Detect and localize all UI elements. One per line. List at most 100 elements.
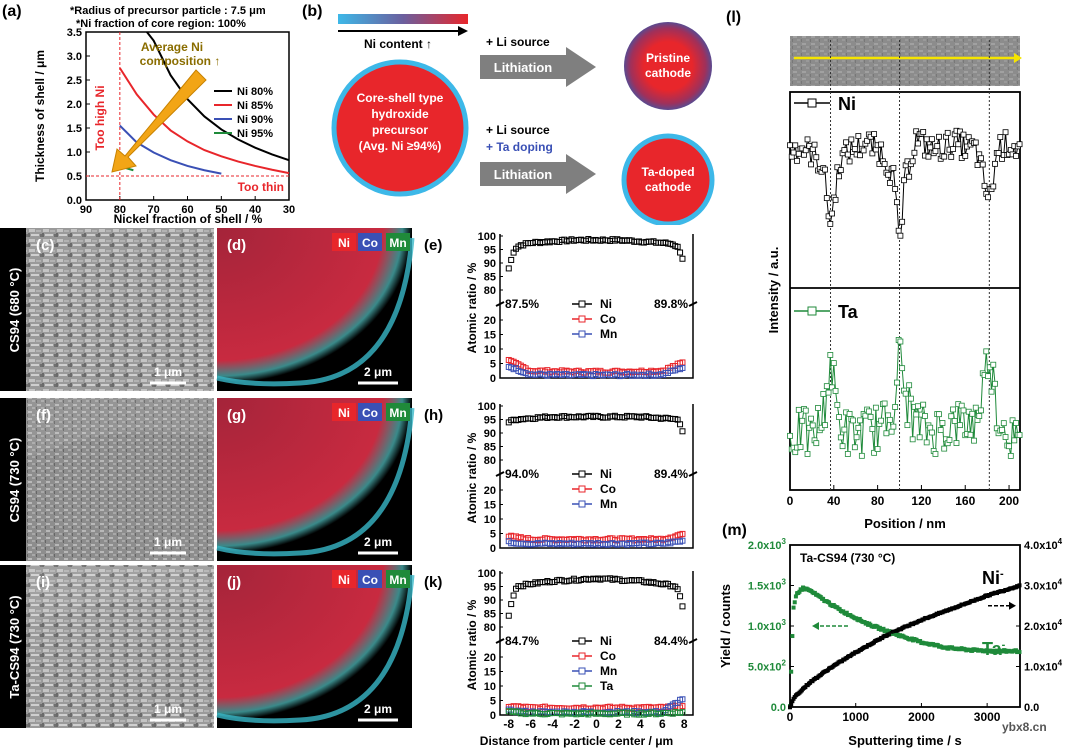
too-high-ni-label: Too high Ni — [93, 85, 107, 150]
y-tick-label: 100 — [478, 568, 496, 580]
axis-break — [688, 301, 698, 307]
right-tick-label: 2.0x104 — [1024, 618, 1063, 633]
ta-marker — [922, 413, 928, 419]
ta-marker — [822, 422, 828, 429]
ta-marker — [802, 407, 809, 414]
ni-marker — [920, 129, 927, 135]
ni-marker — [804, 136, 811, 143]
precursor-particle — [331, 59, 469, 197]
axis-break — [495, 638, 505, 644]
eds-legend-ni — [332, 570, 356, 588]
marker-mn — [679, 696, 686, 703]
axis-break — [495, 471, 505, 477]
note-core: *Ni fraction of core region: 100% — [76, 18, 246, 30]
sem-image — [26, 228, 214, 391]
eds-legend-co — [358, 233, 382, 251]
ta-marker — [897, 338, 904, 345]
average-ni-arrow-icon — [111, 69, 207, 173]
y-tick-label: 90 — [484, 258, 496, 270]
ta-legend-marker — [807, 306, 817, 316]
ta-marker — [960, 407, 967, 414]
eds-scale-label: 2 μm — [364, 535, 392, 549]
panel-label-c: (c) — [36, 237, 54, 254]
ta-marker — [1013, 420, 1019, 426]
y-tick-label: 80 — [484, 455, 496, 467]
eds-legend-label-mn: Mn — [389, 406, 406, 420]
ta-marker — [881, 626, 886, 631]
left-tick-label: 5.0x102 — [748, 659, 787, 674]
legend-label: Ni — [600, 297, 612, 311]
scan-arrow-icon — [1014, 53, 1022, 63]
ta-marker — [976, 413, 983, 419]
ta-marker — [830, 360, 837, 367]
ta-marker — [869, 426, 876, 432]
eds-map-particle — [217, 565, 412, 721]
y-axis-title: Thickness of shell / μm — [33, 50, 47, 182]
marker-ni — [505, 265, 512, 272]
line-scan-data: Ni Ta 0 40 80 120 160 200 — [787, 40, 1023, 508]
ta-marker — [853, 434, 860, 441]
panel-a-chart: (a) *Radius of precursor particle : 7.5 … — [2, 3, 295, 225]
ni-marker — [936, 133, 942, 140]
ta-marker — [983, 348, 990, 355]
axis-break — [688, 471, 698, 477]
series-ni — [505, 236, 686, 272]
ta-marker — [871, 449, 878, 456]
x-tick-label: 0 — [593, 717, 600, 731]
y-tick-label: 1.5 — [67, 123, 82, 135]
depth-profile-data: 0.0 5.0x102 1.0x103 1.5x103 2.0x103 0.0 1.0x10… — [748, 537, 1063, 724]
ta-marker — [1006, 443, 1012, 450]
panel-l-line-scan: (l) Ni Ta 0 40 80 120 160 200 Position / nm Int… — [726, 9, 1023, 531]
legend-label: Co — [600, 312, 616, 326]
ta-legend-label: Ta — [838, 302, 859, 322]
y-tick-label: 20 — [484, 315, 496, 327]
panel-label-e: (e) — [424, 237, 442, 254]
y-tick-label: 85 — [484, 442, 496, 454]
ta-marker — [902, 390, 909, 397]
eds-legend-label-ni: Ni — [338, 406, 350, 420]
ta-marker — [972, 404, 979, 411]
precursor-line-2: hydroxide — [371, 107, 429, 121]
ta-doped-cathode-particle — [621, 133, 715, 225]
ta-marker — [932, 451, 939, 457]
left-edge-value: 84.7% — [505, 634, 539, 648]
ta-marker — [927, 424, 934, 431]
ta-marker — [799, 417, 806, 424]
ta-marker — [851, 444, 858, 451]
ta-marker — [844, 610, 849, 615]
ta-marker — [827, 352, 834, 358]
eds-legend-label-mn: Mn — [389, 573, 406, 587]
axis-break — [688, 638, 698, 644]
row-label-bar — [0, 398, 26, 561]
right-tick-label: 1.0x104 — [1024, 659, 1063, 674]
legend-marker — [578, 652, 586, 660]
lithiation-label-2: Lithiation — [494, 167, 553, 182]
y-tick-label: 3.5 — [67, 27, 82, 39]
ni-marker — [934, 143, 941, 150]
ni-marker — [795, 150, 802, 157]
ta-marker — [821, 596, 826, 601]
right-edge-value: 89.4% — [654, 467, 688, 481]
y-tick-label: 0.5 — [67, 171, 82, 183]
sample-title: Ta-CS94 (730 °C) — [800, 551, 895, 565]
ni-marker — [790, 149, 797, 156]
legend-marker — [578, 500, 586, 508]
ni-marker — [860, 147, 867, 154]
eds-map-shell — [216, 407, 415, 557]
ta-marker — [888, 428, 895, 435]
sem-image — [26, 398, 214, 561]
ni-marker — [915, 140, 921, 147]
ta-marker — [971, 437, 977, 444]
row-1: CS94 (680 °C)(c)1 μm(d) Ni Co Mn2 μm(e)8085… — [0, 228, 698, 391]
x-axis-title: Sputtering time / s — [848, 733, 961, 748]
ta-marker — [948, 413, 955, 420]
ni-marker — [837, 167, 844, 174]
x-tick-label: 160 — [955, 494, 975, 508]
right-tick-label: 0.0 — [1024, 702, 1039, 714]
series-mn — [505, 537, 686, 548]
y-tick-label: 85 — [484, 272, 496, 284]
ta-marker — [978, 407, 984, 414]
eds-legend-label-mn: Mn — [389, 236, 406, 250]
ta-marker — [937, 427, 944, 433]
